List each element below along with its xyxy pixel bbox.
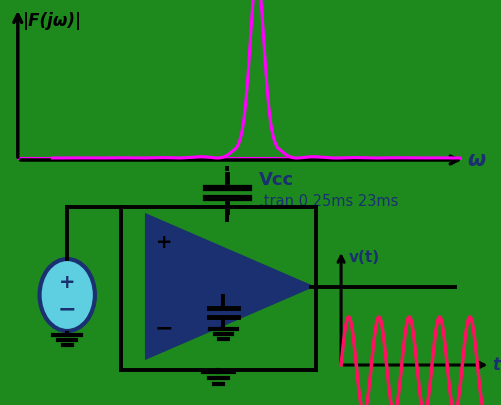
Text: −: − (155, 318, 173, 338)
Text: t: t (492, 356, 500, 374)
Text: ω: ω (467, 150, 486, 170)
Polygon shape (146, 215, 312, 358)
Text: +: + (59, 273, 76, 292)
Text: Vcc: Vcc (259, 171, 294, 189)
Text: −: − (58, 299, 77, 319)
Text: |F(jω)|: |F(jω)| (23, 12, 82, 30)
Ellipse shape (40, 259, 95, 331)
Text: +: + (156, 234, 172, 252)
Text: v(t): v(t) (349, 250, 380, 265)
Text: .tran 0 25ms 23ms: .tran 0 25ms 23ms (259, 194, 398, 209)
